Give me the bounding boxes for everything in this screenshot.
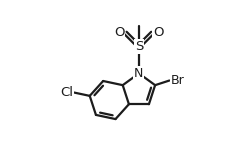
Text: Br: Br	[170, 74, 184, 87]
Text: O: O	[114, 26, 124, 39]
Text: Cl: Cl	[60, 86, 73, 99]
Text: O: O	[152, 26, 163, 39]
Text: N: N	[134, 67, 143, 80]
Text: S: S	[134, 40, 143, 53]
